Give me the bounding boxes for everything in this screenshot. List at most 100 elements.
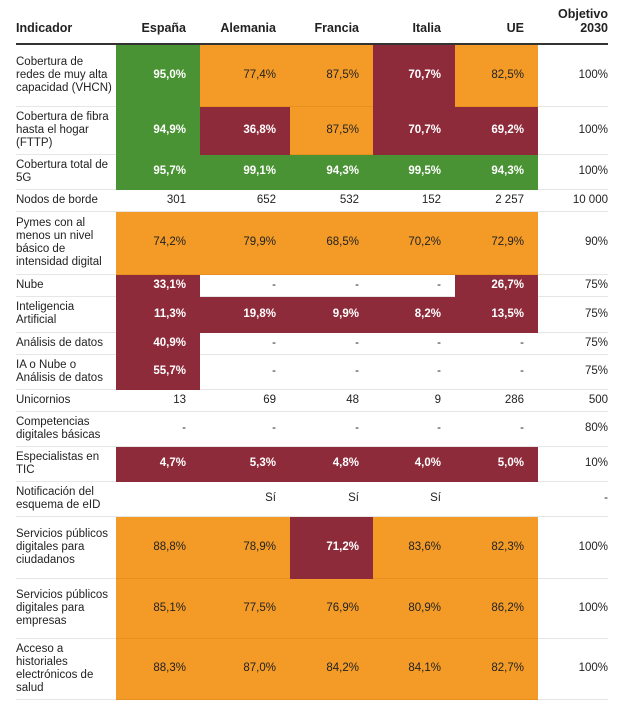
header-indicador: Indicador (16, 4, 116, 45)
value-cell-francia: - (290, 354, 373, 390)
target-2030-cell: 100% (538, 154, 608, 190)
header-italia: Italia (373, 4, 455, 45)
value-cell-espana: 88,3% (116, 638, 200, 700)
value-cell-ue: 82,5% (455, 44, 538, 107)
value-cell-francia: 68,5% (290, 211, 373, 275)
value-cell-alemania: - (200, 354, 290, 390)
value-cell-ue: 13,5% (455, 296, 538, 333)
header-espana: España (116, 4, 200, 45)
header-alemania: Alemania (200, 4, 290, 45)
target-2030-cell: 75% (538, 274, 608, 297)
value-cell-ue (455, 481, 538, 517)
digital-indicators-table: Indicador España Alemania Francia Italia… (16, 4, 608, 700)
value-cell-espana: - (116, 411, 200, 447)
target-2030-cell: 90% (538, 211, 608, 275)
target-2030-cell: - (538, 481, 608, 517)
value-cell-espana: 95,0% (116, 44, 200, 107)
indicator-label: Especialistas en TIC (16, 446, 116, 482)
table-row: Cobertura de redes de muy alta capacidad… (16, 44, 608, 107)
value-cell-francia: 4,8% (290, 446, 373, 482)
value-cell-italia: - (373, 274, 455, 297)
value-cell-espana (116, 481, 200, 517)
header-francia: Francia (290, 4, 373, 45)
value-cell-alemania: 36,8% (200, 106, 290, 155)
value-cell-francia: - (290, 274, 373, 297)
value-cell-alemania: 19,8% (200, 296, 290, 333)
value-cell-ue: 82,7% (455, 638, 538, 700)
indicator-label: Pymes con al menos un nivel básico de in… (16, 211, 116, 275)
value-cell-italia: 4,0% (373, 446, 455, 482)
value-cell-ue: 69,2% (455, 106, 538, 155)
value-cell-espana: 4,7% (116, 446, 200, 482)
value-cell-ue: 2 257 (455, 189, 538, 212)
value-cell-italia: Sí (373, 481, 455, 517)
target-2030-cell: 80% (538, 411, 608, 447)
value-cell-alemania: 652 (200, 189, 290, 212)
target-2030-cell: 100% (538, 516, 608, 579)
value-cell-italia: - (373, 354, 455, 390)
indicator-label: Servicios públicos digitales para ciudad… (16, 516, 116, 579)
value-cell-alemania: 5,3% (200, 446, 290, 482)
table-row: Cobertura total de 5G 95,7% 99,1% 94,3% 99,5… (16, 154, 608, 190)
value-cell-ue: 72,9% (455, 211, 538, 275)
indicator-label: Inteligencia Artificial (16, 296, 116, 333)
target-2030-cell: 100% (538, 578, 608, 639)
target-2030-cell: 75% (538, 332, 608, 355)
value-cell-italia: 70,7% (373, 106, 455, 155)
value-cell-espana: 88,8% (116, 516, 200, 579)
value-cell-alemania: 69 (200, 389, 290, 412)
table-row: Especialistas en TIC 4,7% 5,3% 4,8% 4,0% 5,0%… (16, 446, 608, 482)
value-cell-italia: 70,7% (373, 44, 455, 107)
value-cell-ue: 94,3% (455, 154, 538, 190)
target-2030-cell: 100% (538, 44, 608, 107)
value-cell-francia: 87,5% (290, 106, 373, 155)
indicator-label: Acceso a historiales electrónicos de sal… (16, 638, 116, 700)
value-cell-italia: 70,2% (373, 211, 455, 275)
value-cell-ue: - (455, 332, 538, 355)
value-cell-espana: 11,3% (116, 296, 200, 333)
value-cell-francia: 9,9% (290, 296, 373, 333)
header-row: Indicador España Alemania Francia Italia… (16, 4, 608, 45)
value-cell-alemania: 77,4% (200, 44, 290, 107)
value-cell-ue: 5,0% (455, 446, 538, 482)
value-cell-alemania: - (200, 274, 290, 297)
value-cell-alemania: - (200, 332, 290, 355)
value-cell-ue: 26,7% (455, 274, 538, 297)
indicator-label: Competencias digitales básicas (16, 411, 116, 447)
value-cell-italia: 83,6% (373, 516, 455, 579)
table-row: Unicornios 13 69 48 9 286 500 (16, 389, 608, 412)
target-2030-cell: 10% (538, 446, 608, 482)
value-cell-italia: - (373, 411, 455, 447)
target-2030-cell: 500 (538, 389, 608, 412)
value-cell-espana: 85,1% (116, 578, 200, 639)
table-row: Servicios públicos digitales para empres… (16, 578, 608, 639)
value-cell-francia: - (290, 332, 373, 355)
value-cell-italia: 8,2% (373, 296, 455, 333)
value-cell-ue: 86,2% (455, 578, 538, 639)
indicator-label: Cobertura total de 5G (16, 154, 116, 190)
value-cell-alemania: 99,1% (200, 154, 290, 190)
indicator-label: Nube (16, 274, 116, 297)
value-cell-alemania: 79,9% (200, 211, 290, 275)
table-row: Acceso a historiales electrónicos de sal… (16, 638, 608, 700)
table-row: IA o Nube o Análisis de datos 55,7% - - - -75… (16, 354, 608, 390)
value-cell-espana: 33,1% (116, 274, 200, 297)
table-row: Servicios públicos digitales para ciudad… (16, 516, 608, 579)
value-cell-italia: 84,1% (373, 638, 455, 700)
table-row: Inteligencia Artificial 11,3% 19,8% 9,9% 8,2… (16, 296, 608, 333)
value-cell-italia: 9 (373, 389, 455, 412)
value-cell-francia: 71,2% (290, 516, 373, 579)
table-row: Nube 33,1% - - -26,7% 75% (16, 274, 608, 297)
value-cell-francia: 87,5% (290, 44, 373, 107)
header-ue: UE (455, 4, 538, 45)
target-2030-cell: 100% (538, 106, 608, 155)
value-cell-espana: 13 (116, 389, 200, 412)
value-cell-francia: - (290, 411, 373, 447)
table-row: Competencias digitales básicas - - - - -80% (16, 411, 608, 447)
value-cell-alemania: 87,0% (200, 638, 290, 700)
value-cell-italia: 99,5% (373, 154, 455, 190)
value-cell-francia: 94,3% (290, 154, 373, 190)
value-cell-ue: 286 (455, 389, 538, 412)
indicator-label: Servicios públicos digitales para empres… (16, 578, 116, 639)
indicator-label: Nodos de borde (16, 189, 116, 212)
